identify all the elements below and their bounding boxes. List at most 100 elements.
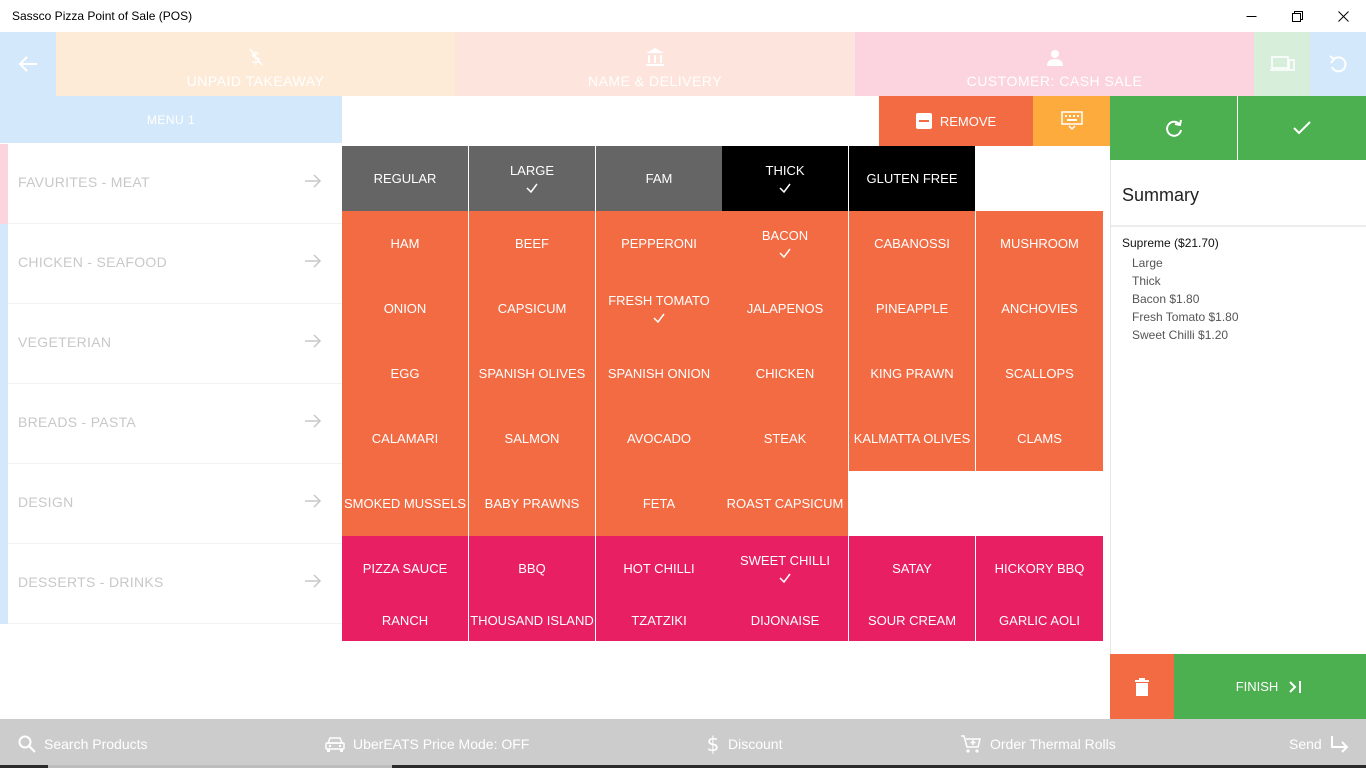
topping-option[interactable]: SMOKED MUSSELS: [342, 471, 468, 536]
topping-label: KALMATTA OLIVES: [853, 431, 971, 446]
topping-option[interactable]: FETA: [596, 471, 722, 536]
unpaid-takeaway-button[interactable]: $ UNPAID TAKEAWAY: [56, 32, 455, 96]
category-item[interactable]: VEGETERIAN: [0, 304, 342, 384]
topping-option[interactable]: MUSHROOM: [976, 211, 1103, 276]
sauce-option[interactable]: TZATZIKI: [596, 600, 722, 641]
check-icon: [653, 313, 665, 324]
size-label: GLUTEN FREE: [866, 171, 958, 186]
category-item[interactable]: DESIGN: [0, 464, 342, 544]
ubereats-mode-button[interactable]: UberEATS Price Mode: OFF: [325, 719, 529, 768]
topping-option[interactable]: SPANISH OLIVES: [469, 341, 595, 406]
topping-option[interactable]: ROAST CAPSICUM: [722, 471, 848, 536]
sauce-option[interactable]: RANCH: [342, 600, 468, 641]
topping-option[interactable]: AVOCADO: [596, 406, 722, 471]
sauce-label: SWEET CHILLI: [739, 552, 831, 568]
order-thermal-rolls-button[interactable]: Order Thermal Rolls: [960, 719, 1116, 768]
window-title: Sassco Pizza Point of Sale (POS): [12, 9, 193, 23]
remove-button[interactable]: REMOVE: [879, 96, 1033, 146]
topping-label: CABANOSSI: [874, 236, 950, 251]
send-arrow-icon: [1330, 735, 1349, 753]
topping-option[interactable]: FRESH TOMATO: [596, 276, 722, 341]
size-label: LARGE: [509, 163, 555, 178]
name-delivery-button[interactable]: NAME & DELIVERY: [455, 32, 855, 96]
keyboard-button[interactable]: [1033, 96, 1110, 146]
send-label: Send: [1289, 735, 1322, 752]
finish-button[interactable]: FINISH: [1174, 654, 1366, 719]
car-icon: [325, 736, 345, 752]
back-button[interactable]: [0, 32, 56, 96]
menu-tab[interactable]: MENU 1: [0, 96, 342, 143]
sauce-option[interactable]: THOUSAND ISLAND: [469, 600, 595, 641]
category-label: DESSERTS - DRINKS: [18, 574, 164, 590]
topping-option[interactable]: BABY PRAWNS: [469, 471, 595, 536]
minimize-button[interactable]: [1228, 0, 1274, 32]
topping-option[interactable]: PINEAPPLE: [849, 276, 975, 341]
size-option[interactable]: THICK: [722, 146, 848, 211]
topping-option[interactable]: STEAK: [722, 406, 848, 471]
category-item[interactable]: FAVURITES - MEAT: [0, 144, 342, 224]
topping-option[interactable]: EGG: [342, 341, 468, 406]
order-modifier: Sweet Chilli $1.20: [1132, 328, 1229, 342]
topping-option[interactable]: CLAMS: [976, 406, 1103, 471]
size-option[interactable]: LARGE: [469, 146, 595, 211]
topping-option[interactable]: ANCHOVIES: [976, 276, 1103, 341]
arrow-right-icon: [305, 494, 322, 508]
topping-option[interactable]: BEEF: [469, 211, 595, 276]
topping-option[interactable]: BACON: [722, 211, 848, 276]
category-color-bar: [0, 144, 8, 224]
confirm-button[interactable]: [1238, 96, 1366, 160]
sauce-option[interactable]: HICKORY BBQ: [976, 536, 1103, 600]
delete-button[interactable]: [1110, 654, 1174, 719]
sauce-option[interactable]: BBQ: [469, 536, 595, 600]
topping-option[interactable]: KING PRAWN: [849, 341, 975, 406]
category-item[interactable]: DESSERTS - DRINKS: [0, 544, 342, 624]
unpaid-takeaway-label: UNPAID TAKEAWAY: [186, 73, 325, 89]
topping-option[interactable]: SPANISH ONION: [596, 341, 722, 406]
size-option[interactable]: REGULAR: [342, 146, 468, 211]
search-products-button[interactable]: Search Products: [18, 719, 148, 768]
sauce-option[interactable]: GARLIC AOLI: [976, 600, 1103, 641]
customer-button[interactable]: CUSTOMER: CASH SALE: [855, 32, 1254, 96]
topping-label: MUSHROOM: [1000, 236, 1079, 251]
topping-option[interactable]: ONION: [342, 276, 468, 341]
close-button[interactable]: [1320, 0, 1366, 32]
order-item[interactable]: Supreme ($21.70): [1122, 236, 1219, 250]
size-option[interactable]: GLUTEN FREE: [849, 146, 975, 211]
sauce-option[interactable]: SATAY: [849, 536, 975, 600]
topping-option[interactable]: HAM: [342, 211, 468, 276]
order-modifier: Fresh Tomato $1.80: [1132, 310, 1239, 324]
restore-button[interactable]: [1274, 0, 1320, 32]
send-button[interactable]: Send: [1281, 719, 1350, 768]
topping-option[interactable]: PEPPERONI: [596, 211, 722, 276]
topping-option[interactable]: SALMON: [469, 406, 595, 471]
topping-label: ROAST CAPSICUM: [726, 496, 844, 511]
category-item[interactable]: BREADS - PASTA: [0, 384, 342, 464]
topping-option[interactable]: KALMATTA OLIVES: [849, 406, 975, 471]
category-color-bar: [0, 384, 8, 464]
topping-option[interactable]: SCALLOPS: [976, 341, 1103, 406]
category-label: DESIGN: [18, 494, 74, 510]
topping-option[interactable]: CHICKEN: [722, 341, 848, 406]
device-button[interactable]: [1254, 32, 1310, 96]
topping-label: PEPPERONI: [621, 236, 697, 251]
size-option[interactable]: FAM: [596, 146, 722, 211]
topping-option[interactable]: CABANOSSI: [849, 211, 975, 276]
category-item[interactable]: CHICKEN - SEAFOOD: [0, 224, 342, 304]
topping-option[interactable]: CALAMARI: [342, 406, 468, 471]
refresh-icon: [1165, 119, 1182, 137]
sauce-option[interactable]: HOT CHILLI: [596, 536, 722, 600]
summary-title: Summary: [1122, 185, 1200, 205]
sauce-option[interactable]: PIZZA SAUCE: [342, 536, 468, 600]
topping-option[interactable]: CAPSICUM: [469, 276, 595, 341]
sauce-option[interactable]: DIJONAISE: [722, 600, 848, 641]
topping-option[interactable]: JALAPENOS: [722, 276, 848, 341]
discount-button[interactable]: $ Discount: [706, 719, 783, 768]
undo-button[interactable]: [1310, 32, 1366, 96]
sauce-option[interactable]: SOUR CREAM: [849, 600, 975, 641]
check-icon: [526, 183, 538, 194]
sauce-option[interactable]: SWEET CHILLI: [722, 536, 848, 600]
sauce-label: SOUR CREAM: [867, 613, 957, 628]
top-bar: $ UNPAID TAKEAWAY NAME & DELIVERY CUSTOM…: [0, 32, 1366, 96]
refresh-button[interactable]: [1110, 96, 1237, 160]
topping-label: BABY PRAWNS: [484, 496, 580, 511]
